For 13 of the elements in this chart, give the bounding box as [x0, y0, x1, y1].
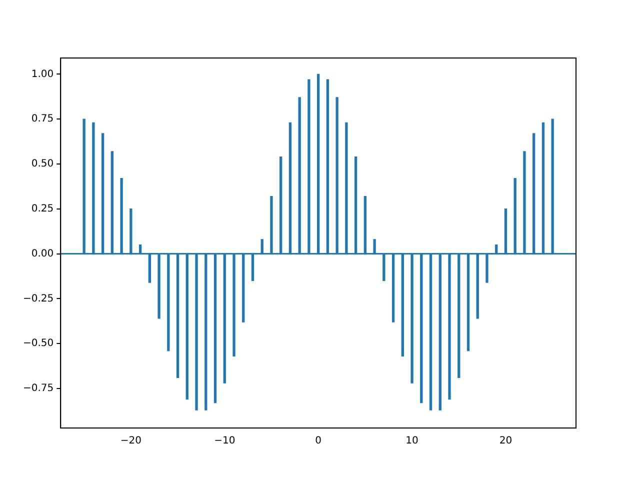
x-tick-label: 10	[406, 436, 418, 447]
x-tick-label: −10	[214, 436, 236, 447]
x-tick-label: 0	[315, 436, 322, 447]
y-tick-label: −0.25	[22, 293, 54, 304]
y-tick-label: −0.75	[22, 383, 54, 394]
y-tick-label: 1.00	[31, 68, 54, 80]
y-tick-label: −0.50	[22, 338, 54, 350]
y-tick-label: 0.25	[31, 203, 54, 214]
y-tick-label: 0.50	[31, 158, 54, 170]
x-tick-label: −20	[120, 436, 142, 447]
x-tick-label: 20	[499, 436, 512, 447]
y-tick-label: 0.00	[31, 248, 54, 260]
y-tick-label: 0.75	[31, 114, 54, 125]
